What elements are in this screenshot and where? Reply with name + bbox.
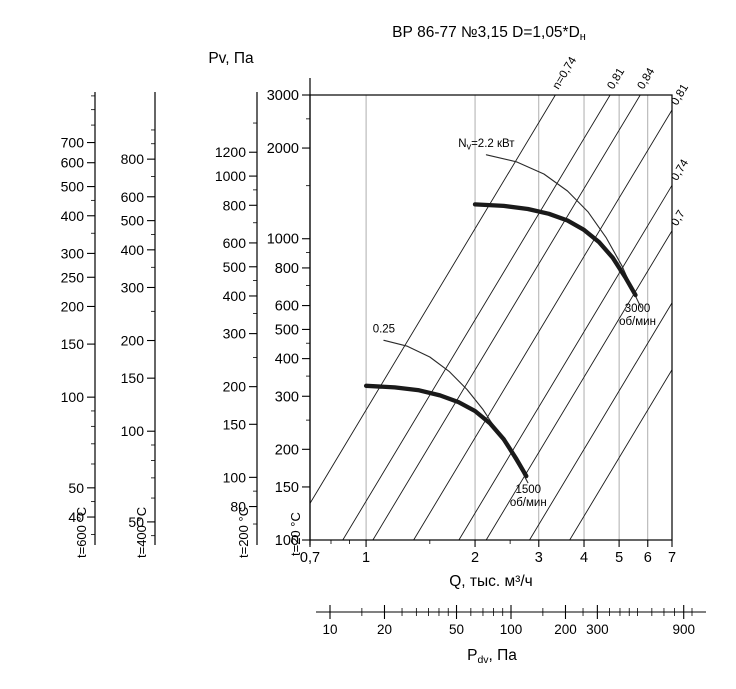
y-tick-label: 80 — [230, 499, 246, 515]
y-tick-label: 300 — [223, 326, 247, 342]
power-curves: Nv=2.2 кВт 0.25 — [373, 138, 642, 484]
y-tick-label: 200 — [121, 333, 145, 349]
x-axis-title: Q, тыс. м³/ч — [449, 573, 532, 590]
temperature-label: t=400 °C — [134, 507, 149, 558]
y-tick-label: 150 — [275, 480, 299, 496]
y-axis-aux-2: 50 100 150 200 300 400 500 600 800 t=400 °C — [121, 92, 156, 558]
power-curve — [485, 154, 642, 309]
x-tick-label: 0,7 — [300, 550, 320, 566]
fan-curves: 3000 об/мин 1500 об/мин — [363, 202, 656, 509]
y-tick-label: 500 — [61, 179, 85, 195]
efficiency-line — [413, 109, 673, 541]
efficiency-line — [569, 369, 673, 541]
y-tick-label: 200 — [275, 442, 299, 458]
temperature-label: t=20 °C — [288, 512, 303, 556]
pdv-tick-label: 200 — [554, 622, 577, 637]
x-tick-label: 2 — [471, 550, 479, 566]
pdv-tick-label: 10 — [322, 622, 337, 637]
pdv-tick-label: 300 — [586, 622, 609, 637]
y-tick-label: 100 — [275, 533, 299, 549]
efficiency-line — [458, 185, 673, 541]
y-tick-label: 600 — [223, 235, 247, 251]
efficiency-line — [342, 94, 611, 541]
y-tick-label: 50 — [128, 514, 144, 530]
y-tick-label: 100 — [121, 423, 145, 439]
y-tick-label: 1000 — [215, 168, 246, 184]
y-tick-label: 100 — [61, 389, 85, 405]
efficiency-line — [309, 94, 556, 504]
x-tick-label: 1 — [362, 550, 370, 566]
y-tick-label: 200 — [61, 298, 85, 314]
fan-curve-3000-rpm — [472, 202, 638, 298]
y-tick-label: 500 — [275, 322, 299, 338]
y-tick-label: 300 — [275, 389, 299, 405]
efficiency-label: 0,74 — [669, 157, 691, 183]
power-curve-label: 0.25 — [373, 323, 395, 335]
efficiency-line — [485, 230, 673, 541]
y-tick-label: 700 — [61, 135, 85, 151]
y-tick-label: 40 — [68, 509, 84, 525]
x-tick-label: 6 — [644, 550, 652, 566]
y-tick-label: 400 — [223, 288, 247, 304]
y-tick-label: 600 — [275, 299, 299, 315]
y-tick-label: 150 — [61, 336, 85, 352]
y-tick-label: 1000 — [267, 232, 299, 248]
y-tick-label: 1200 — [215, 144, 246, 160]
y-tick-label: 600 — [61, 155, 85, 171]
y-tick-label: 150 — [223, 416, 247, 432]
fan-curve-label: 1500 об/мин — [510, 484, 547, 509]
y-tick-label: 400 — [275, 352, 299, 368]
y-tick-label: 300 — [121, 279, 145, 295]
x-tick-label: 4 — [580, 550, 588, 566]
y-axis-title: Pv, Па — [208, 50, 254, 67]
pdv-tick-label: 50 — [449, 622, 464, 637]
y-axis-aux-1: 80 100 150 200 300 400 500 600 800 1000 1200 t=200 … — [215, 92, 258, 558]
efficiency-label: 0,81 — [605, 66, 627, 91]
efficiency-label: 0,84 — [636, 66, 658, 92]
y-tick-label: 200 — [223, 379, 247, 395]
efficiency-label: n=0,74 — [551, 54, 580, 91]
y-tick-label: 300 — [61, 245, 85, 261]
chart-title: ВР 86-77 №3,15 D=1,05*Dн — [392, 24, 586, 43]
x-tick-label: 5 — [615, 550, 623, 566]
pdv-axis-title: Pdv, Па — [467, 647, 517, 666]
y-axis-main: 100 150 200 300 400 500 600 800 1000 2000 3000 t=20… — [208, 50, 311, 556]
efficiency-lines: n=0,74 0,81 0,840,810,740,7 — [309, 54, 691, 541]
power-curve-label: Nv=2.2 кВт — [458, 138, 515, 152]
x-tick-label: 7 — [668, 550, 676, 566]
fan-curve-1500-rpm — [363, 383, 529, 479]
efficiency-line — [372, 94, 641, 541]
y-tick-label: 100 — [223, 469, 247, 485]
x-tick-label: 3 — [535, 550, 543, 566]
plot-border — [309, 94, 673, 541]
y-tick-label: 50 — [68, 480, 84, 496]
y-tick-label: 400 — [61, 208, 85, 224]
y-tick-label: 500 — [223, 259, 247, 275]
y-tick-label: 150 — [121, 370, 145, 386]
y-tick-label: 600 — [121, 189, 145, 205]
pdv-tick-label: 100 — [500, 622, 523, 637]
y-tick-label: 500 — [121, 213, 145, 229]
temperature-label: t=600 °C — [74, 507, 89, 558]
y-axis-aux-3: 40 50 100 150 200 250 300 400 500 600 700 t=600 °C — [61, 92, 96, 558]
y-tick-label: 2000 — [267, 141, 299, 157]
efficiency-line — [529, 302, 673, 541]
x-axis: 0,7 1 2 3 4 5 6 7 Q, тыс. м³/ч — [300, 540, 676, 590]
temperature-label: t=200 °C — [236, 507, 251, 558]
y-tick-label: 800 — [121, 151, 145, 167]
pdv-axis: 10 20 50 100 200 300 900 Pdv, Па — [316, 605, 706, 666]
y-tick-label: 400 — [121, 242, 145, 258]
y-tick-label: 250 — [61, 269, 85, 285]
plot-frame — [309, 94, 673, 541]
y-tick-label: 800 — [223, 197, 247, 213]
y-tick-label: 3000 — [267, 88, 299, 104]
chart-header: ВР 86-77 №3,15 D=1,05*Dн — [392, 24, 586, 43]
fan-curve-label: 3000 об/мин — [619, 303, 656, 328]
pdv-tick-label: 900 — [672, 622, 695, 637]
y-tick-label: 800 — [275, 261, 299, 277]
pdv-tick-label: 20 — [377, 622, 392, 637]
